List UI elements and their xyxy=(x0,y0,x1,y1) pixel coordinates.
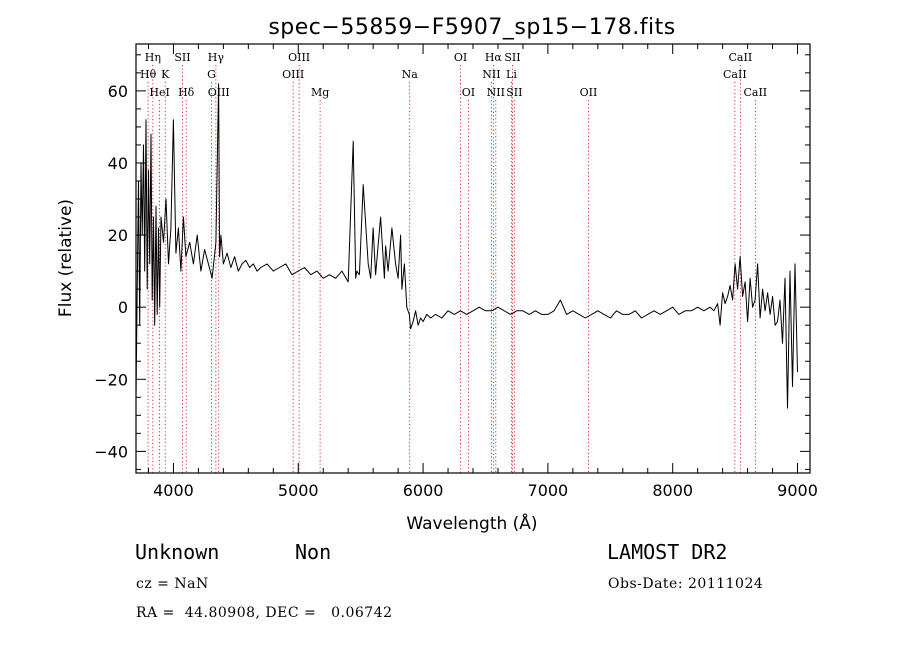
plot-frame xyxy=(135,43,811,474)
line-label: Hγ xyxy=(208,51,225,64)
x-axis-label: Wavelength (Å) xyxy=(406,512,537,534)
line-label: Hη xyxy=(145,51,161,64)
line-label: K xyxy=(161,68,170,81)
y-tick-label: −20 xyxy=(94,370,128,389)
x-tick-label: 7000 xyxy=(528,481,569,500)
line-label: Hθ xyxy=(140,68,157,81)
redshift-text: cz = NaN xyxy=(136,576,209,592)
y-axis-label: Flux (relative) xyxy=(56,199,76,317)
spectrum-line xyxy=(135,83,798,409)
y-tick-label: 60 xyxy=(108,82,128,101)
line-label: OI xyxy=(462,86,475,99)
x-tick-label: 5000 xyxy=(278,481,319,500)
chart-title: spec−55859−F5907_sp15−178.fits xyxy=(268,15,675,40)
line-label: Na xyxy=(402,68,419,81)
spectrum-group xyxy=(135,83,798,409)
y-tick-label: 20 xyxy=(108,226,128,245)
line-labels: Hη Hθ HeI K SII Hδ Hγ G OIII OIII OIII Mg Na OI OI NII H… xyxy=(140,51,767,99)
line-label: G xyxy=(207,68,216,81)
line-label: OI xyxy=(454,51,467,64)
line-label: SII xyxy=(174,51,190,64)
survey-text: LAMOST DR2 xyxy=(607,540,728,564)
line-label: OIII xyxy=(208,86,230,99)
line-label: SII xyxy=(504,51,520,64)
line-label: NII xyxy=(487,86,505,99)
y-tick-label: −40 xyxy=(94,442,128,461)
obs-date-text: Obs-Date: 20111024 xyxy=(608,576,764,592)
coords-text: RA = 44.80908, DEC = 0.06742 xyxy=(136,605,393,621)
line-label: OII xyxy=(580,86,598,99)
classification-text: Unknown xyxy=(135,540,220,564)
line-label: OIII xyxy=(288,51,310,64)
line-label: Mg xyxy=(311,86,329,99)
line-label: NII xyxy=(482,68,500,81)
axis-ticks: 4000 5000 6000 7000 8000 9000 −40 −20 0 20 40 60 xyxy=(94,44,818,500)
line-label: Hα xyxy=(485,51,503,64)
line-label: SII xyxy=(506,86,522,99)
x-tick-label: 8000 xyxy=(652,481,693,500)
subclass-text: Non xyxy=(295,540,332,564)
line-label: CaII xyxy=(729,51,753,64)
line-label: OIII xyxy=(282,68,304,81)
x-tick-label: 4000 xyxy=(153,481,194,500)
line-label: CaII xyxy=(723,68,747,81)
line-label: Hδ xyxy=(178,86,195,99)
x-tick-label: 9000 xyxy=(777,481,818,500)
line-label: HeI xyxy=(149,86,169,99)
y-tick-label: 0 xyxy=(118,298,128,317)
line-label: CaII xyxy=(743,86,767,99)
x-tick-label: 6000 xyxy=(403,481,444,500)
line-label: Li xyxy=(506,68,517,81)
y-tick-label: 40 xyxy=(108,154,128,173)
